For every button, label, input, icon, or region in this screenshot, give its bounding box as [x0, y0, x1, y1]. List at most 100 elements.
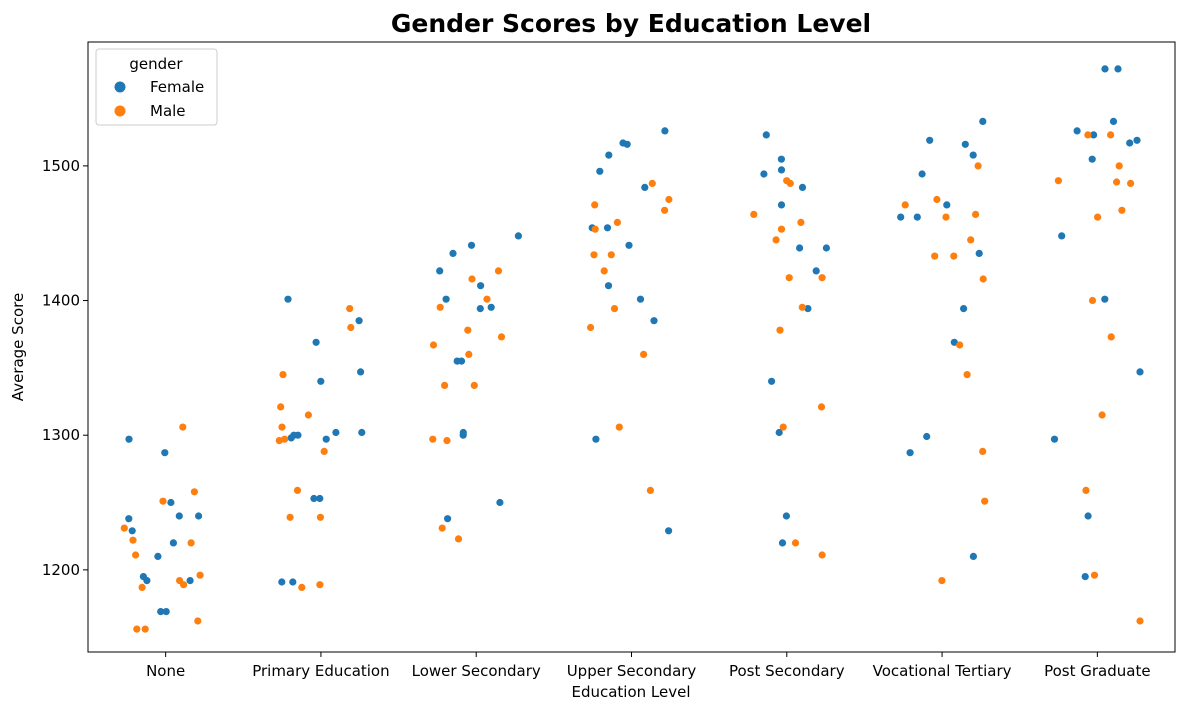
point-female	[760, 170, 768, 178]
point-male	[275, 437, 283, 445]
point-male	[494, 267, 503, 275]
point-male	[933, 195, 941, 204]
point-male	[190, 488, 198, 496]
point-male	[429, 341, 438, 349]
point-male	[648, 179, 656, 187]
point-female	[487, 303, 495, 311]
point-male	[791, 539, 800, 547]
point-male	[194, 617, 202, 625]
point-female	[1101, 295, 1109, 303]
point-female	[804, 305, 812, 313]
point-female	[778, 539, 787, 547]
point-female	[969, 552, 978, 561]
point-female	[812, 267, 820, 275]
point-female	[1081, 573, 1089, 581]
point-male	[590, 251, 598, 259]
point-male	[779, 423, 787, 431]
point-male	[1113, 178, 1121, 186]
point-male	[938, 577, 946, 585]
point-female	[444, 515, 452, 523]
point-male	[464, 326, 472, 334]
point-female	[161, 449, 169, 457]
point-male	[942, 213, 950, 221]
point-female	[355, 317, 363, 325]
point-female	[623, 140, 631, 148]
point-male	[438, 524, 446, 532]
point-female	[1088, 155, 1096, 163]
point-male	[138, 583, 146, 592]
point-male	[1115, 162, 1123, 170]
point-male	[818, 551, 826, 559]
point-male	[640, 350, 648, 358]
point-male	[347, 323, 355, 332]
point-male	[346, 305, 354, 313]
point-male	[1088, 296, 1097, 305]
point-female	[128, 527, 136, 535]
point-female	[290, 431, 298, 439]
point-male	[316, 513, 324, 521]
point-female	[777, 155, 786, 163]
x-tick-label: Post Secondary	[729, 662, 845, 680]
point-male	[120, 524, 128, 532]
point-female	[312, 338, 320, 346]
point-male	[1082, 486, 1090, 494]
point-female	[186, 577, 194, 585]
point-female	[476, 305, 484, 313]
point-male	[465, 350, 473, 358]
point-male	[278, 423, 286, 431]
x-tick-label: Vocational Tertiary	[873, 662, 1012, 680]
point-female	[960, 305, 968, 313]
point-female	[650, 317, 658, 325]
point-female	[449, 249, 457, 257]
point-female	[1058, 232, 1066, 240]
point-female	[1136, 368, 1144, 376]
point-male	[661, 206, 669, 214]
point-male	[1127, 179, 1135, 187]
point-female	[1101, 65, 1109, 73]
point-male	[298, 583, 306, 592]
point-male	[1054, 177, 1062, 185]
point-male	[129, 536, 137, 544]
point-male	[981, 497, 989, 505]
point-female	[457, 357, 466, 365]
point-female	[1133, 136, 1141, 144]
point-male	[818, 274, 826, 282]
y-tick-label: 1200	[42, 561, 80, 579]
point-female	[175, 512, 183, 520]
point-female	[603, 224, 612, 232]
point-female	[1084, 512, 1092, 520]
point-male	[132, 551, 140, 559]
point-male	[772, 236, 780, 244]
point-female	[777, 166, 786, 174]
point-male	[963, 371, 971, 379]
point-female	[641, 183, 649, 191]
point-female	[332, 428, 340, 437]
point-male	[179, 423, 187, 431]
x-tick-label: Upper Secondary	[567, 662, 697, 680]
y-axis-label: Average Score	[9, 293, 27, 401]
point-female	[310, 494, 318, 503]
y-tick-label: 1400	[42, 292, 80, 310]
point-female	[317, 377, 325, 385]
point-male	[293, 486, 302, 494]
point-male	[483, 295, 491, 303]
point-male	[176, 577, 184, 585]
point-male	[454, 535, 463, 543]
point-male	[956, 341, 964, 349]
point-male	[304, 411, 312, 419]
point-male	[1107, 131, 1115, 139]
point-female	[918, 170, 926, 178]
point-male	[797, 218, 805, 226]
point-male	[931, 252, 939, 260]
point-female	[775, 428, 783, 437]
point-female	[762, 131, 770, 139]
legend-entry-female: Female	[150, 78, 204, 96]
legend-marker-male	[114, 105, 126, 117]
point-male	[277, 403, 285, 411]
point-male	[974, 162, 982, 170]
point-female	[665, 527, 673, 535]
point-female	[906, 449, 914, 457]
point-male	[600, 267, 608, 275]
point-female	[477, 282, 485, 290]
